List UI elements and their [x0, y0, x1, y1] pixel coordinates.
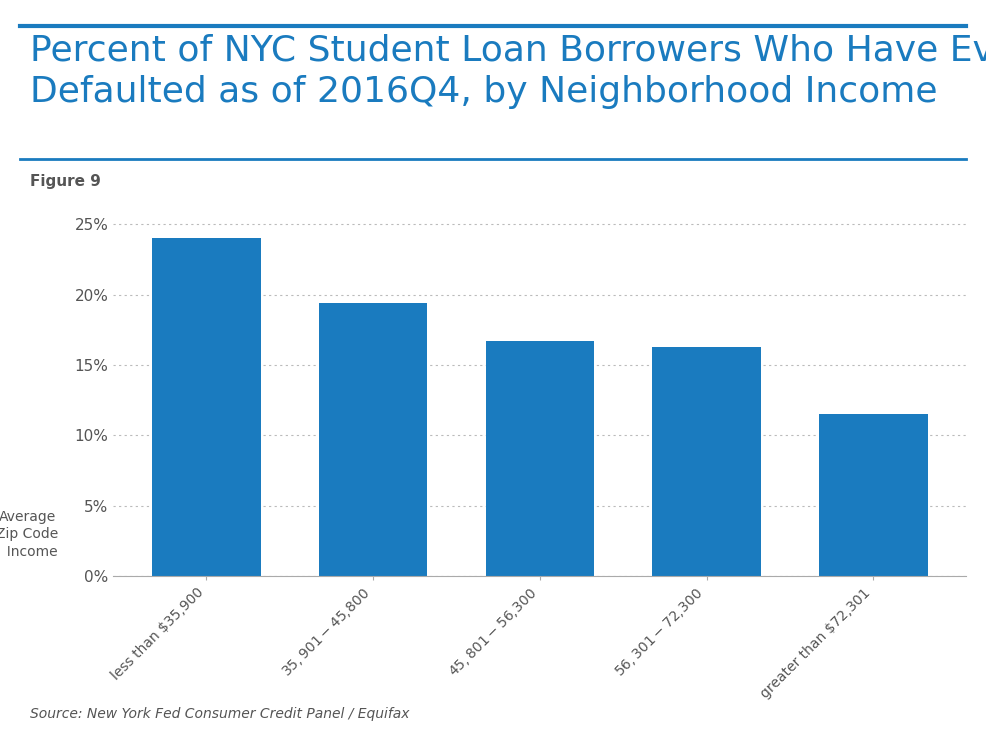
- Bar: [819, 415, 928, 576]
- Text: Source: New York Fed Consumer Credit Panel / Equifax: Source: New York Fed Consumer Credit Pan…: [30, 706, 409, 721]
- Bar: [318, 303, 427, 576]
- Text: Average
Zip Code
  Income: Average Zip Code Income: [0, 510, 59, 559]
- Bar: [152, 238, 260, 576]
- Text: Percent of NYC Student Loan Borrowers Who Have Ever
Defaulted as of 2016Q4, by N: Percent of NYC Student Loan Borrowers Wh…: [30, 33, 986, 109]
- Text: Figure 9: Figure 9: [30, 174, 101, 188]
- Bar: [653, 347, 761, 576]
- Bar: [486, 341, 594, 576]
